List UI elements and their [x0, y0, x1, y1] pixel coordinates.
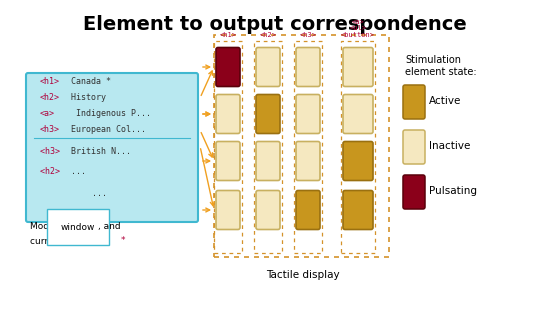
- Text: current location: current location: [30, 237, 102, 246]
- Text: ...: ...: [92, 189, 107, 198]
- Text: Canada *: Canada *: [66, 78, 111, 86]
- FancyBboxPatch shape: [216, 191, 240, 229]
- Text: Inactive: Inactive: [429, 141, 470, 151]
- Text: , and: , and: [98, 223, 120, 232]
- Text: Pulsating: Pulsating: [429, 186, 477, 196]
- FancyBboxPatch shape: [26, 73, 198, 222]
- Text: Tactile display: Tactile display: [266, 270, 339, 280]
- FancyBboxPatch shape: [296, 47, 320, 86]
- Text: Stimulation
element state:: Stimulation element state:: [405, 55, 477, 78]
- FancyBboxPatch shape: [216, 95, 240, 134]
- FancyBboxPatch shape: [296, 95, 320, 134]
- FancyBboxPatch shape: [216, 141, 240, 180]
- Text: Active: Active: [429, 96, 461, 106]
- Text: <h3>: <h3>: [300, 32, 316, 38]
- FancyBboxPatch shape: [403, 85, 425, 119]
- FancyBboxPatch shape: [403, 175, 425, 209]
- Text: Model,: Model,: [30, 223, 63, 232]
- FancyBboxPatch shape: [256, 95, 280, 134]
- FancyBboxPatch shape: [256, 47, 280, 86]
- Text: European Col...: European Col...: [66, 126, 146, 135]
- Text: *: *: [121, 237, 125, 246]
- Text: <h2>: <h2>: [40, 167, 65, 176]
- Text: <a>
<ul>
<button>: <a> <ul> <button>: [341, 19, 375, 38]
- FancyBboxPatch shape: [256, 141, 280, 180]
- FancyBboxPatch shape: [296, 141, 320, 180]
- FancyBboxPatch shape: [403, 130, 425, 164]
- Text: window: window: [61, 223, 95, 232]
- FancyBboxPatch shape: [343, 191, 373, 229]
- Text: Element to output correspondence: Element to output correspondence: [83, 16, 467, 34]
- FancyBboxPatch shape: [216, 47, 240, 86]
- Text: <h2>: <h2>: [260, 32, 277, 38]
- Text: <a>: <a>: [40, 109, 55, 118]
- FancyBboxPatch shape: [343, 47, 373, 86]
- Text: <h1>: <h1>: [40, 78, 60, 86]
- FancyBboxPatch shape: [256, 191, 280, 229]
- Text: <h3>: <h3>: [40, 148, 65, 157]
- FancyBboxPatch shape: [296, 191, 320, 229]
- Text: <h2>: <h2>: [40, 94, 60, 103]
- FancyBboxPatch shape: [343, 95, 373, 134]
- FancyBboxPatch shape: [343, 141, 373, 180]
- Text: British N...: British N...: [66, 148, 131, 157]
- Text: <h1>: <h1>: [219, 32, 236, 38]
- Text: History: History: [66, 94, 106, 103]
- Text: ...: ...: [66, 167, 86, 176]
- Text: Indigenous P...: Indigenous P...: [66, 109, 151, 118]
- Text: <h3>: <h3>: [40, 126, 60, 135]
